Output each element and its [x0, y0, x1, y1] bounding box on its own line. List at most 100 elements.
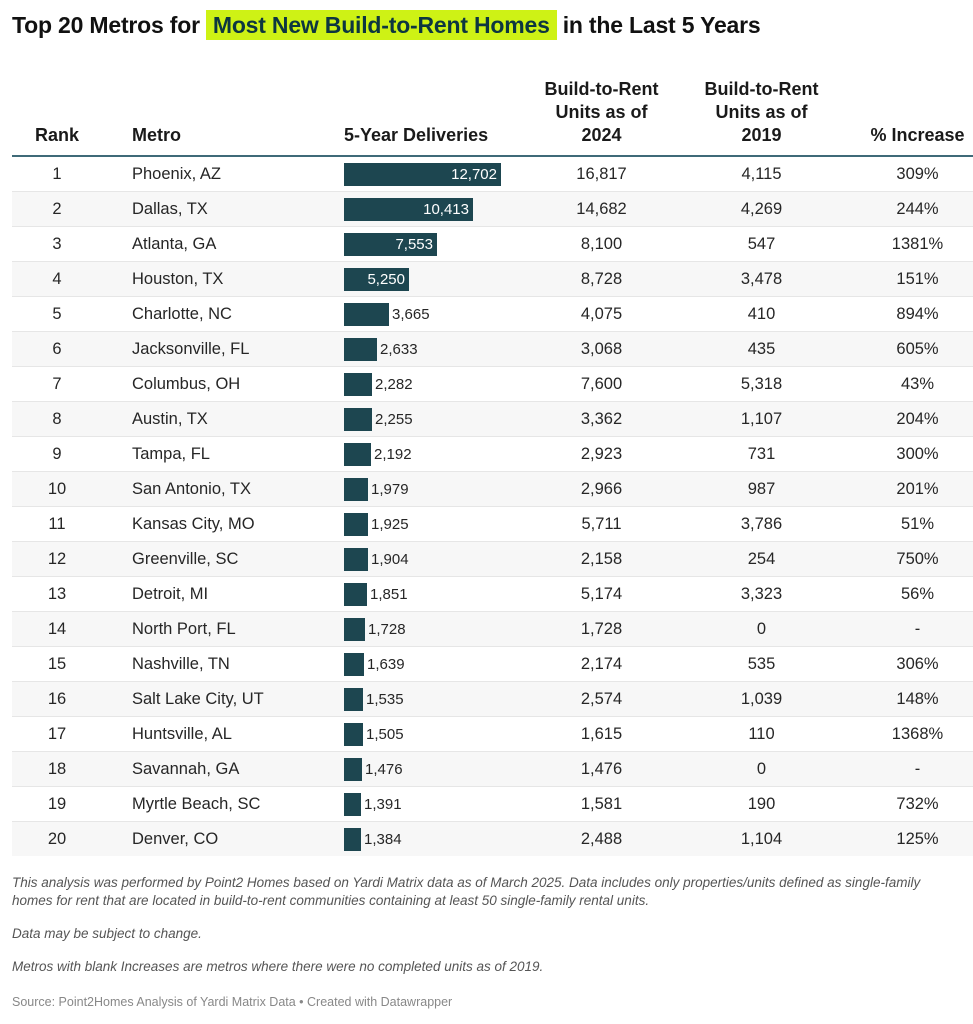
increase-cell: 732% [844, 786, 973, 822]
table-row: 9 Tampa, FL 2,192 2,923 731 300% [12, 436, 973, 472]
header-deliveries[interactable]: 5-Year Deliveries [344, 78, 524, 157]
header-rank[interactable]: Rank [12, 78, 102, 157]
table-row: 13 Detroit, MI 1,851 5,174 3,323 56% [12, 576, 973, 612]
table-row: 4 Houston, TX 5,250 8,728 3,478 151% [12, 261, 973, 297]
source-line: Source: Point2Homes Analysis of Yardi Ma… [12, 995, 453, 1009]
footnotes: This analysis was performed by Point2 Ho… [12, 874, 962, 991]
deliveries-cell: 5,250 [344, 261, 524, 297]
increase-cell: 151% [844, 261, 973, 297]
deliveries-bar-container: 1,979 [344, 477, 524, 501]
units-2019-cell: 535 [679, 646, 844, 682]
deliveries-bar: 7,553 [344, 232, 437, 256]
deliveries-label: 1,639 [367, 655, 405, 673]
deliveries-bar [344, 372, 372, 396]
header-units-2024-line2: Units as of [555, 102, 648, 122]
units-2019-cell: 4,115 [679, 156, 844, 192]
footnote-methodology: This analysis was performed by Point2 Ho… [12, 875, 921, 908]
metro-cell: Charlotte, NC [102, 296, 344, 332]
deliveries-label: 2,282 [375, 375, 413, 393]
deliveries-bar-container: 1,728 [344, 617, 524, 641]
increase-cell: 148% [844, 681, 973, 717]
deliveries-cell: 1,384 [344, 821, 524, 856]
increase-cell: - [844, 611, 973, 647]
rank-cell: 4 [12, 261, 102, 297]
deliveries-bar [344, 617, 365, 641]
deliveries-bar [344, 722, 363, 746]
header-metro[interactable]: Metro [102, 78, 344, 157]
metro-cell: Denver, CO [102, 821, 344, 856]
deliveries-label: 1,904 [371, 550, 409, 568]
units-2019-cell: 3,786 [679, 506, 844, 542]
rank-cell: 14 [12, 611, 102, 647]
rank-cell: 17 [12, 716, 102, 752]
rank-cell: 5 [12, 296, 102, 332]
header-increase[interactable]: % Increase [844, 78, 973, 157]
deliveries-bar [344, 547, 368, 571]
units-2024-cell: 14,682 [524, 191, 679, 227]
units-2019-cell: 1,104 [679, 821, 844, 856]
deliveries-label: 2,255 [375, 410, 413, 428]
units-2024-cell: 5,174 [524, 576, 679, 612]
table-row: 11 Kansas City, MO 1,925 5,711 3,786 51% [12, 506, 973, 542]
deliveries-bar [344, 337, 377, 361]
deliveries-bar [344, 407, 372, 431]
deliveries-bar: 10,413 [344, 197, 473, 221]
table-row: 14 North Port, FL 1,728 1,728 0- [12, 611, 973, 647]
title-suffix: in the Last 5 Years [562, 12, 761, 38]
units-2024-cell: 3,362 [524, 401, 679, 437]
table-row: 6 Jacksonville, FL 2,633 3,068 435 605% [12, 331, 973, 367]
deliveries-bar [344, 652, 364, 676]
deliveries-bar: 12,702 [344, 162, 501, 186]
footnote-disclaimer: Data may be subject to change. [12, 926, 202, 941]
units-2024-cell: 8,100 [524, 226, 679, 262]
deliveries-bar-container: 12,702 [344, 162, 524, 186]
deliveries-label: 1,728 [368, 620, 406, 638]
metros-table: Rank Metro 5-Year Deliveries Build-to-Re… [12, 78, 973, 856]
table-row: 7 Columbus, OH 2,282 7,600 5,318 43% [12, 366, 973, 402]
rank-cell: 8 [12, 401, 102, 437]
increase-cell: 125% [844, 821, 973, 856]
metro-cell: Greenville, SC [102, 541, 344, 577]
units-2019-cell: 547 [679, 226, 844, 262]
rank-cell: 6 [12, 331, 102, 367]
deliveries-bar-container: 3,665 [344, 302, 524, 326]
units-2024-cell: 2,574 [524, 681, 679, 717]
units-2024-cell: 7,600 [524, 366, 679, 402]
metro-cell: Detroit, MI [102, 576, 344, 612]
increase-cell: 605% [844, 331, 973, 367]
deliveries-bar [344, 442, 371, 466]
deliveries-cell: 2,633 [344, 331, 524, 367]
deliveries-label: 1,925 [371, 515, 409, 533]
deliveries-cell: 1,904 [344, 541, 524, 577]
units-2024-cell: 2,174 [524, 646, 679, 682]
increase-cell: 1381% [844, 226, 973, 262]
increase-cell: 51% [844, 506, 973, 542]
deliveries-cell: 10,413 [344, 191, 524, 227]
header-units-2024[interactable]: Build-to-Rent Units as of 2024 [524, 78, 679, 157]
units-2019-cell: 0 [679, 751, 844, 787]
table-row: 3 Atlanta, GA 7,553 8,100 547 1381% [12, 226, 973, 262]
deliveries-label: 1,979 [371, 480, 409, 498]
deliveries-bar [344, 827, 361, 851]
units-2024-cell: 8,728 [524, 261, 679, 297]
deliveries-label: 5,250 [367, 270, 405, 288]
metro-cell: Atlanta, GA [102, 226, 344, 262]
units-2019-cell: 435 [679, 331, 844, 367]
increase-cell: 1368% [844, 716, 973, 752]
deliveries-bar-container: 2,192 [344, 442, 524, 466]
deliveries-bar [344, 582, 367, 606]
metro-cell: Savannah, GA [102, 751, 344, 787]
rank-cell: 12 [12, 541, 102, 577]
deliveries-bar-container: 1,851 [344, 582, 524, 606]
header-units-2019[interactable]: Build-to-Rent Units as of 2019 [679, 78, 844, 157]
table-row: 1 Phoenix, AZ 12,702 16,817 4,115 309% [12, 156, 973, 192]
deliveries-bar [344, 687, 363, 711]
metro-cell: Phoenix, AZ [102, 156, 344, 192]
table-body: 1 Phoenix, AZ 12,702 16,817 4,115 309% 2 Dallas… [12, 156, 973, 856]
units-2024-cell: 5,711 [524, 506, 679, 542]
table-row: 12 Greenville, SC 1,904 2,158 254 750% [12, 541, 973, 577]
chart-title: Top 20 Metros for Most New Build-to-Rent … [12, 10, 761, 40]
metro-cell: Myrtle Beach, SC [102, 786, 344, 822]
deliveries-cell: 1,391 [344, 786, 524, 822]
increase-cell: 894% [844, 296, 973, 332]
